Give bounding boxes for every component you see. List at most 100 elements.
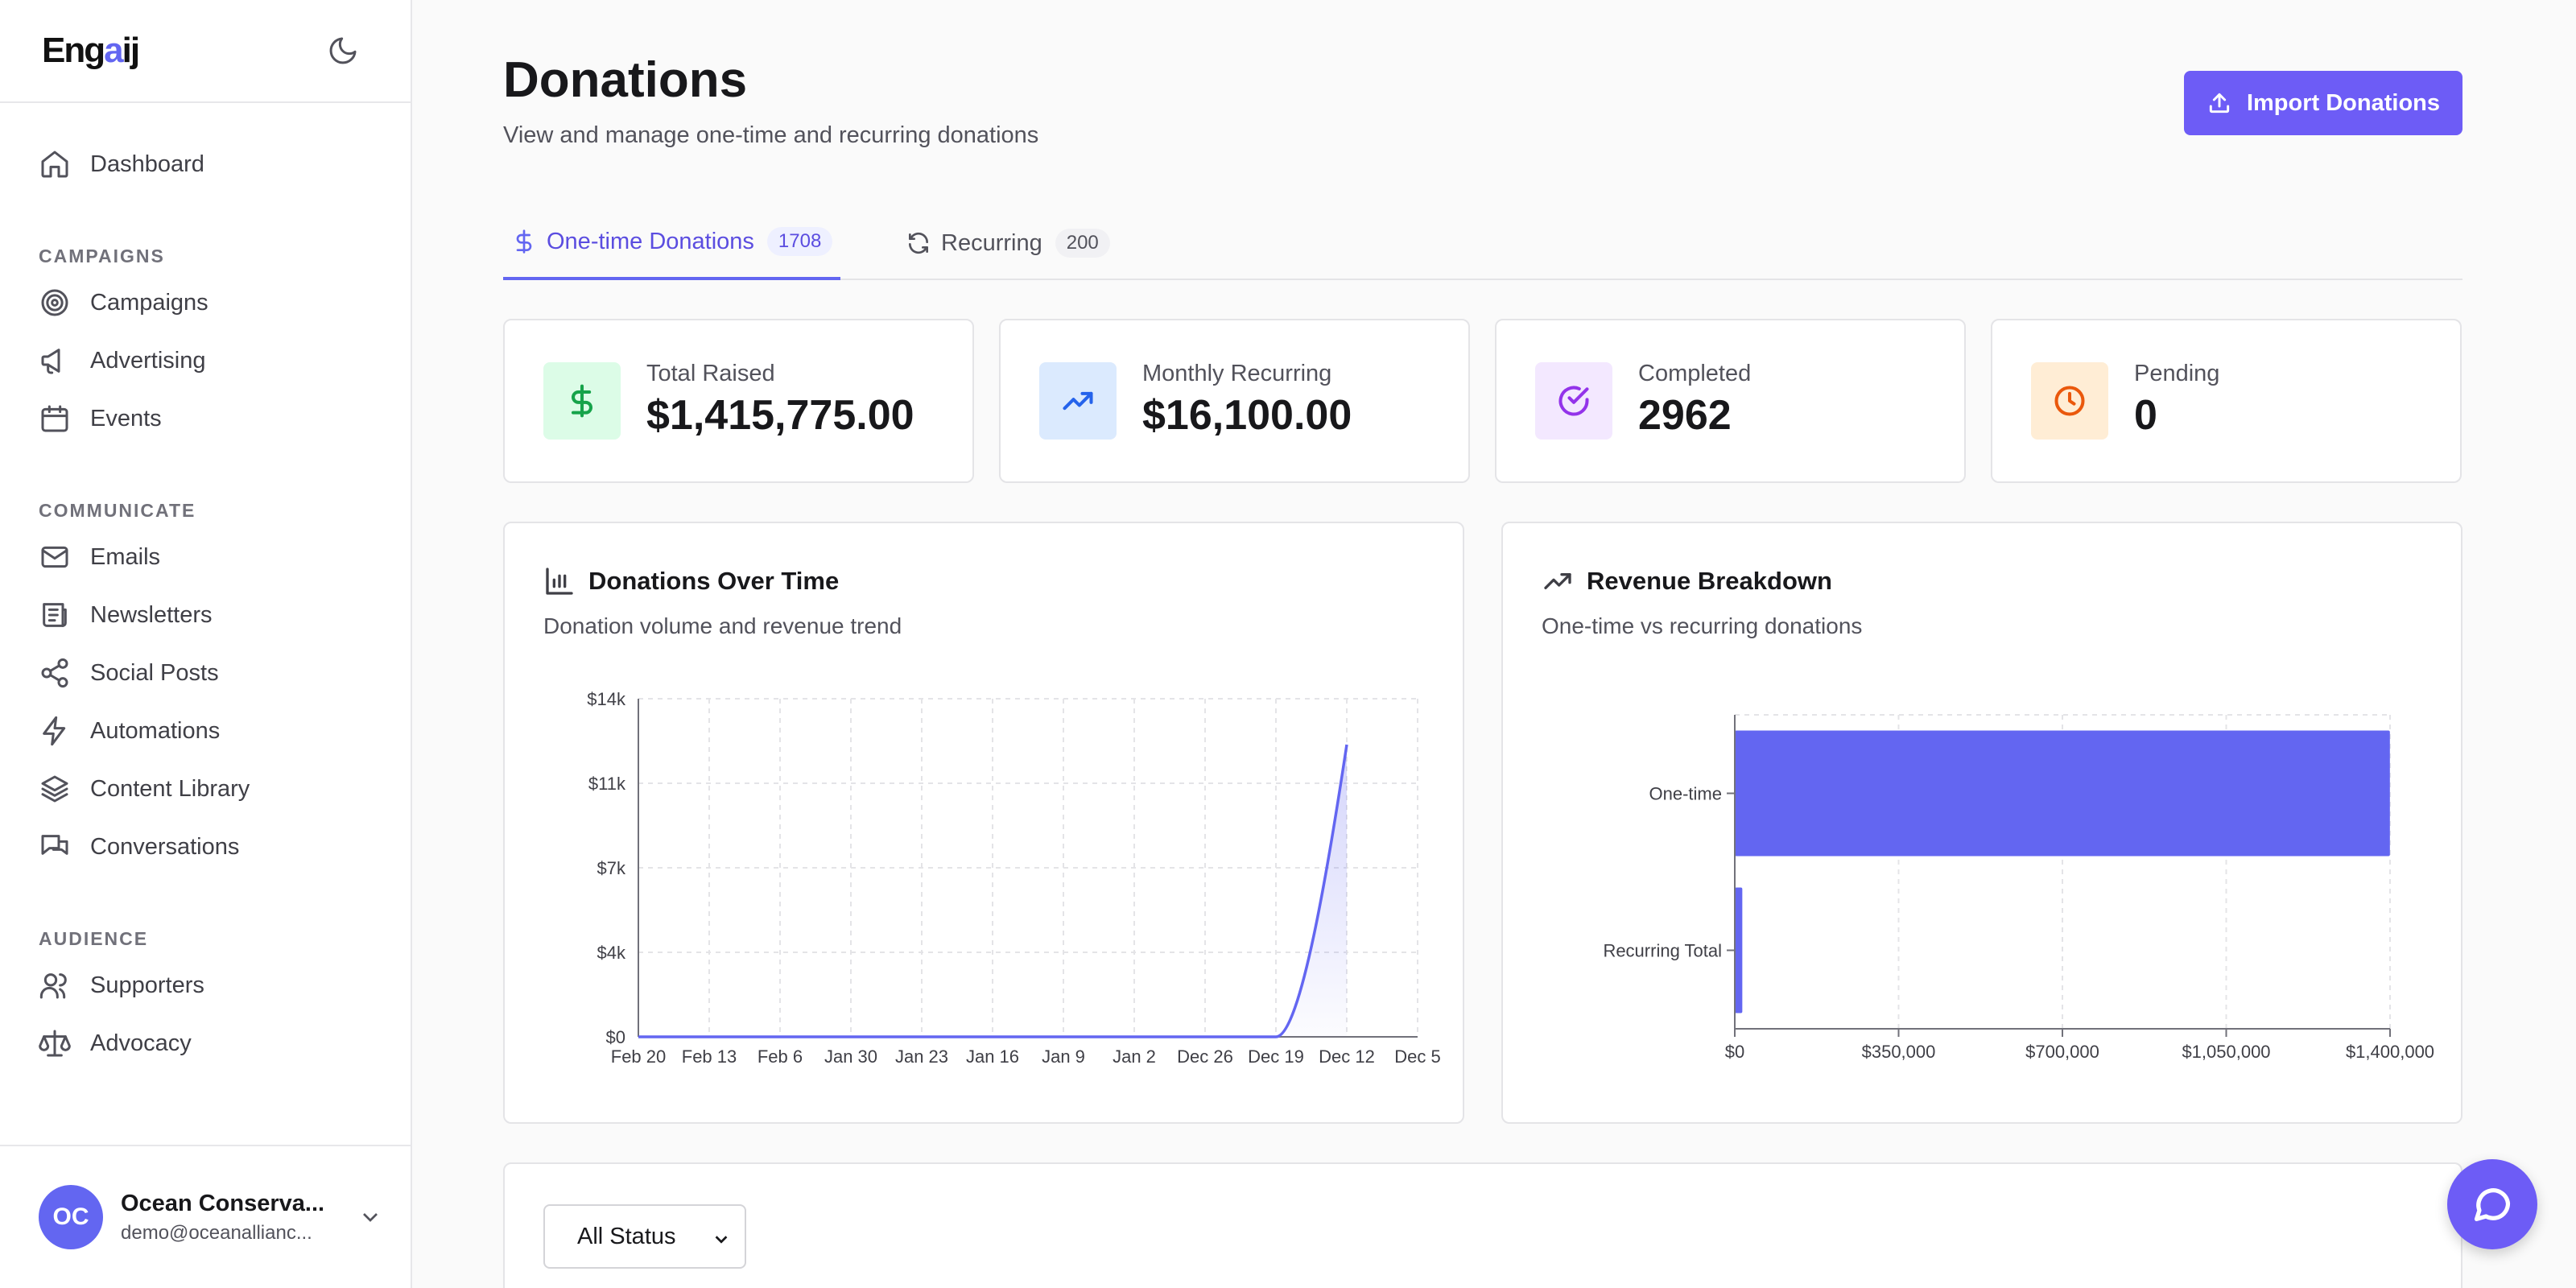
target-icon [41, 289, 68, 316]
stat-card-pending: Pending 0 [1991, 319, 2462, 483]
dollar-icon [543, 362, 621, 440]
refresh-icon [909, 232, 928, 254]
stat-value: 2962 [1638, 392, 1732, 439]
stat-label: Total Raised [646, 361, 775, 386]
sidebar-item-automations[interactable]: Automations [0, 702, 411, 760]
sidebar-item-label: Campaigns [90, 289, 208, 316]
chevron-down-icon [715, 1236, 728, 1244]
tab-label: One-time Donations [547, 228, 754, 254]
import-donations-label: Import Donations [2246, 89, 2441, 116]
x-tick-label: $0 [1725, 1042, 1744, 1062]
bar-recurring-total [1735, 887, 1743, 1013]
panel-title-text: Donations Over Time [588, 567, 840, 595]
share-icon [41, 658, 68, 688]
page-subtitle: View and manage one-time and recurring d… [503, 122, 1039, 148]
section-label-campaigns: CAMPAIGNS [39, 246, 165, 266]
sidebar-item-label: Social Posts [90, 659, 219, 686]
stat-card-total-raised: Total Raised $1,415,775.00 [503, 319, 974, 483]
sidebar-item-label: Advertising [90, 347, 206, 374]
sidebar-item-emails[interactable]: Emails [0, 528, 411, 586]
donations-over-time-panel: $0 $4k $7k $11k $14k Feb 20 Feb 13 Feb 6 Jan 30 J… [503, 522, 1464, 1124]
sidebar-item-campaigns[interactable]: Campaigns [0, 274, 411, 332]
sidebar-item-content-library[interactable]: Content Library [0, 760, 411, 818]
home-icon [41, 151, 68, 178]
sidebar: Engaij Dashboard CAMPAIGNS Campaigns Adv… [0, 0, 412, 1288]
tab-recurring[interactable]: Recurring 200 [906, 206, 1110, 280]
avatar: OC [39, 1185, 103, 1249]
upload-icon [2209, 93, 2230, 114]
engaij-logo[interactable]: Engaij [42, 31, 140, 70]
trending-up-icon [1544, 573, 1571, 589]
tab-one-time-donations[interactable]: One-time Donations 1708 [503, 206, 841, 280]
profile-info: Ocean Conserva... demo@oceanallianc... [121, 1191, 338, 1245]
sidebar-item-supporters[interactable]: Supporters [0, 956, 411, 1014]
x-tick-label: Dec 12 [1319, 1046, 1375, 1067]
x-tick-label: Feb 20 [611, 1046, 667, 1067]
y-tick-label: $7k [597, 858, 626, 878]
series-line [638, 744, 1348, 1038]
bar-one-time [1735, 730, 2390, 857]
chat-bubble-icon [2474, 1188, 2511, 1222]
moon-icon[interactable] [327, 35, 359, 67]
y-tick-label: $14k [587, 689, 626, 709]
sidebar-item-social-posts[interactable]: Social Posts [0, 644, 411, 702]
stat-label: Monthly Recurring [1142, 361, 1332, 386]
x-tick-label: Jan 9 [1042, 1046, 1085, 1067]
sidebar-item-dashboard[interactable]: Dashboard [0, 135, 411, 193]
chat-widget-button[interactable] [2447, 1159, 2537, 1249]
panel-subtitle: One-time vs recurring donations [1542, 613, 1863, 638]
y-tick-label: $11k [588, 774, 626, 794]
panel-subtitle: Donation volume and revenue trend [543, 613, 902, 638]
x-tick-label: $700,000 [2025, 1042, 2099, 1062]
status-filter-select[interactable]: All Status [543, 1204, 746, 1269]
chevron-down-icon[interactable] [357, 1204, 383, 1230]
trending-up-icon [1039, 362, 1117, 440]
x-tick-label: Feb 13 [682, 1046, 737, 1067]
sidebar-nav: Dashboard CAMPAIGNS Campaigns Advertisin… [0, 103, 411, 1072]
sidebar-item-label: Supporters [90, 972, 204, 998]
x-tick-label: Jan 30 [824, 1046, 877, 1067]
donations-table-panel: All Status [503, 1162, 2462, 1288]
lightning-icon [43, 716, 66, 746]
y-tick-label: $4k [597, 943, 626, 963]
account-switcher[interactable]: OC Ocean Conserva... demo@oceanallianc..… [0, 1145, 411, 1288]
newspaper-icon [43, 603, 67, 627]
status-filter-value: All Status [577, 1223, 676, 1249]
x-tick-label: Jan 23 [895, 1046, 948, 1067]
panel-title-text: Revenue Breakdown [1587, 567, 1832, 595]
y-tick-label: $0 [606, 1027, 625, 1047]
sidebar-item-conversations[interactable]: Conversations [0, 818, 411, 876]
import-donations-button[interactable]: Import Donations [2184, 71, 2462, 135]
page-title: Donations [503, 52, 748, 108]
panel-title: Donations Over Time [543, 565, 839, 597]
sidebar-item-advertising[interactable]: Advertising [0, 332, 411, 390]
clock-icon [2031, 362, 2108, 440]
sidebar-item-newsletters[interactable]: Newsletters [0, 586, 411, 644]
revenue-breakdown-chart: $0 $350,000 $700,000 $1,050,000 $1,400,000 On… [1603, 714, 2434, 1062]
tab-count-badge: 200 [1055, 229, 1110, 258]
stat-label: Completed [1638, 361, 1752, 386]
main-content: Donations View and manage one-time and r… [412, 0, 2576, 1288]
profile-name: Ocean Conserva... [121, 1190, 325, 1216]
x-tick-label: Dec 26 [1177, 1046, 1233, 1067]
x-tick-label: $350,000 [1862, 1042, 1936, 1062]
sidebar-item-label: Newsletters [90, 601, 213, 628]
sidebar-item-label: Dashboard [90, 151, 204, 177]
profile-email: demo@oceanallianc... [121, 1221, 312, 1244]
stat-value: $16,100.00 [1142, 392, 1352, 439]
y-tick-label: Recurring Total [1603, 941, 1722, 961]
sidebar-item-advocacy[interactable]: Advocacy [0, 1014, 411, 1072]
y-tick-label: One-time [1649, 784, 1722, 804]
mail-icon [41, 546, 68, 568]
scale-icon [39, 1030, 71, 1057]
sidebar-item-label: Conversations [90, 833, 240, 860]
panel-title: Revenue Breakdown [1542, 565, 1832, 597]
revenue-breakdown-panel: $0 $350,000 $700,000 $1,050,000 $1,400,000 On… [1501, 522, 2462, 1124]
stat-value: 0 [2134, 392, 2157, 439]
dollar-icon [516, 229, 532, 254]
x-tick-label: Feb 6 [758, 1046, 803, 1067]
megaphone-icon [41, 349, 60, 374]
sidebar-item-label: Automations [90, 717, 221, 744]
x-tick-label: Dec 5 [1394, 1046, 1440, 1067]
sidebar-item-events[interactable]: Events [0, 390, 411, 448]
